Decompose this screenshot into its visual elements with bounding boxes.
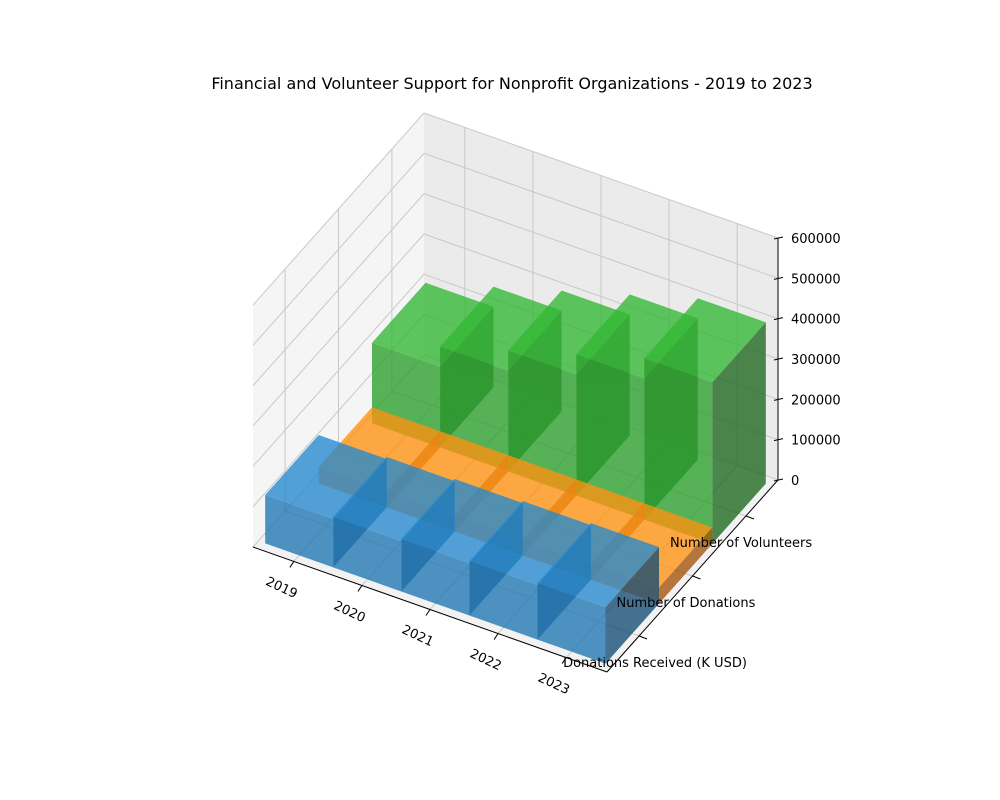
y-tick-1 [692,575,701,580]
x-tick-2020 [357,585,363,592]
z-tick-2 [773,397,784,401]
z-tick-label-1: 100000 [791,434,841,449]
y-tick-label-0: Donations Received (K USD) [563,656,747,671]
z-tick-5 [773,276,784,280]
z-tick-3 [773,357,784,361]
x-tick-label-2019: 2019 [263,574,299,602]
x-tick-2021 [425,609,431,616]
grid-z-4 [252,193,779,387]
y-tick-0 [638,635,648,640]
z-tick-label-0: 0 [791,474,799,489]
z-tick-6 [773,236,784,240]
z-tick-label-2: 200000 [791,393,841,408]
z-tick-1 [773,438,784,442]
x-tick-label-2023: 2023 [535,671,571,699]
x-tick-label-2021: 2021 [399,623,435,651]
axes [252,236,784,673]
x-tick-2019 [289,561,295,568]
z-tick-label-3: 300000 [791,353,841,368]
z-tick-label-6: 600000 [791,232,841,247]
x-tick-label-2022: 2022 [467,647,503,675]
bar-2-2023 [644,298,766,544]
y-tick-2 [745,515,755,520]
chart-title: Financial and Volunteer Support for Nonp… [211,74,812,93]
z-tick-0 [773,478,784,482]
y-tick-label-1: Number of Donations [617,596,756,611]
bar-0-2023 [537,523,659,664]
x-tick-2022 [493,633,499,640]
bars [265,282,766,664]
z-tick-label-5: 500000 [791,272,841,287]
y-tick-label-2: Number of Volunteers [670,536,812,551]
x-tick-2023 [561,657,567,664]
z-tick-4 [773,317,784,321]
grid-z-5 [252,152,779,346]
x-tick-label-2020: 2020 [331,598,367,626]
grid-z-6 [252,112,779,306]
z-tick-label-4: 400000 [791,313,841,328]
